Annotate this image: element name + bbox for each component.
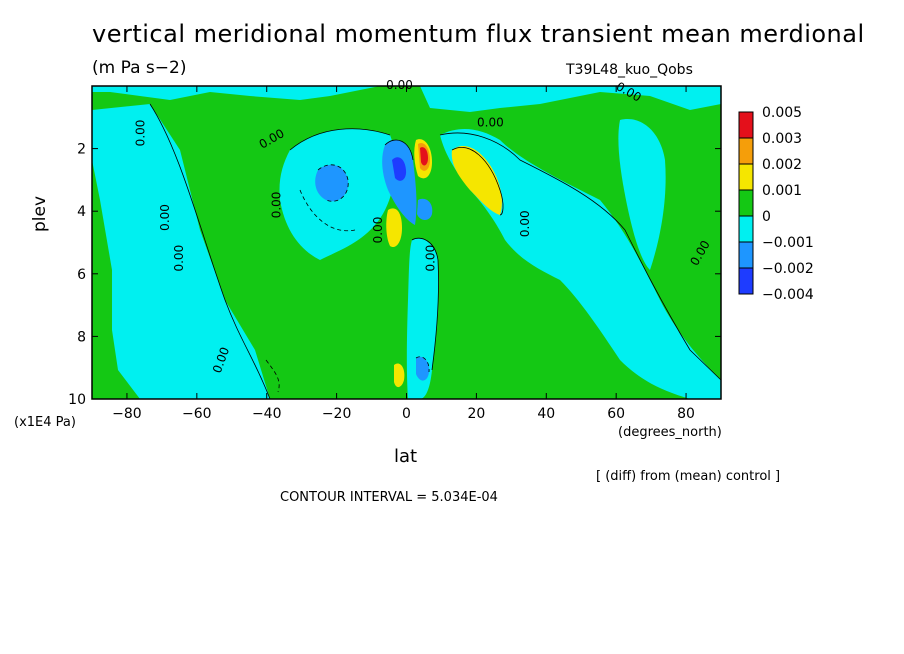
- contour-lines: [149, 103, 721, 399]
- region-fill-cyan: [406, 238, 439, 399]
- contour-value-label: 0.00: [477, 116, 504, 130]
- region-fill-blue: [315, 164, 349, 202]
- x-axis-unit: (degrees_north): [618, 425, 722, 440]
- x-tick-label: 40: [537, 406, 555, 422]
- legend-swatch: [738, 189, 754, 217]
- x-axis-label: lat: [394, 446, 418, 467]
- chart-title: vertical meridional momentum flux transi…: [92, 20, 865, 48]
- region-fill-cyan: [440, 128, 721, 399]
- region-fill-yellow: [386, 208, 402, 248]
- legend-swatch: [738, 241, 754, 269]
- contour-value-label: 0.00: [423, 245, 437, 272]
- region-fill-cyan: [92, 104, 270, 399]
- y-tick-label: 2: [77, 142, 86, 158]
- legend-swatch: [738, 111, 754, 139]
- legend-level-label: 0.002: [762, 157, 802, 173]
- y-tick-label: 6: [77, 267, 86, 283]
- y-tick-label: 4: [77, 204, 86, 220]
- region-fill-blue: [417, 198, 433, 220]
- region-fill-cyan: [92, 86, 721, 112]
- legend-level-label: −0.002: [762, 261, 814, 277]
- legend-swatch: [738, 163, 754, 191]
- y-axis-unit: (x1E4 Pa): [14, 415, 76, 430]
- legend-swatch: [738, 215, 754, 243]
- x-tick-label: 20: [467, 406, 485, 422]
- legend-swatch: [738, 137, 754, 165]
- contour-value-label: 0.00: [518, 210, 532, 237]
- contour-value-label: 0.00: [158, 204, 172, 231]
- region-fill-yellow: [394, 363, 405, 388]
- region-fill-darkblue: [392, 157, 407, 181]
- region-fill-red: [420, 147, 428, 166]
- legend-level-label: 0: [762, 209, 771, 225]
- legend-level-label: 0.005: [762, 105, 802, 121]
- region-fill-blue: [382, 140, 417, 225]
- x-tick-label: 0: [402, 406, 411, 422]
- contour-interval: CONTOUR INTERVAL = 5.034E-04: [280, 490, 498, 505]
- legend-level-label: 0.001: [762, 183, 802, 199]
- y-tick-label: 10: [68, 392, 86, 408]
- negative-contours: [265, 164, 430, 393]
- region-fill-yellow: [451, 145, 502, 215]
- run-name: T39L48_kuo_Qobs: [566, 62, 693, 78]
- contour-value-label: 0.00: [172, 245, 186, 272]
- region-fill-blue: [416, 356, 430, 381]
- y-tick-label: 8: [77, 329, 86, 345]
- contour-value-label: 0.00: [386, 78, 413, 92]
- legend-level-label: 0.003: [762, 131, 802, 147]
- legend-level-label: −0.001: [762, 235, 814, 251]
- contour-value-label: 0.00: [133, 120, 147, 147]
- x-tick-label: 60: [607, 406, 625, 422]
- contour-value-label: 0.00: [270, 192, 284, 219]
- x-tick-label: −40: [252, 406, 282, 422]
- region-fill-cyan: [618, 119, 666, 271]
- legend-level-label: −0.004: [762, 287, 814, 303]
- x-tick-label: 80: [677, 406, 695, 422]
- legend-swatch: [738, 267, 754, 295]
- x-tick-label: −60: [182, 406, 212, 422]
- contour-value-label: 0.00: [371, 217, 385, 244]
- diff-note: [ (diff) from (mean) control ]: [596, 469, 781, 484]
- x-tick-label: −80: [112, 406, 142, 422]
- x-tick-label: −20: [322, 406, 352, 422]
- chart-units: (m Pa s−2): [92, 58, 187, 78]
